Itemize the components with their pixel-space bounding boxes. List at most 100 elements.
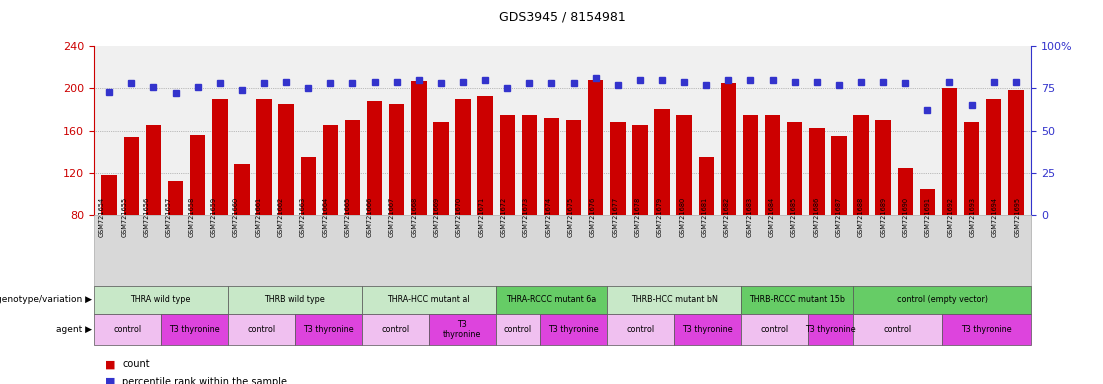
Bar <box>676 115 692 215</box>
Bar <box>234 164 249 215</box>
Bar <box>1008 91 1024 215</box>
Text: control: control <box>247 325 276 334</box>
Text: THRA wild type: THRA wild type <box>130 295 191 305</box>
Text: THRB wild type: THRB wild type <box>265 295 325 305</box>
Bar <box>101 175 117 215</box>
Bar <box>854 115 869 215</box>
Text: THRB-RCCC mutant 15b: THRB-RCCC mutant 15b <box>749 295 845 305</box>
Text: GSM721675: GSM721675 <box>568 197 574 237</box>
Bar <box>456 99 471 215</box>
Bar <box>832 136 847 215</box>
Text: GSM721662: GSM721662 <box>278 197 283 237</box>
Bar <box>964 122 979 215</box>
Text: T3 thyronine: T3 thyronine <box>805 325 856 334</box>
Text: T3
thyronine: T3 thyronine <box>443 320 481 339</box>
Text: GSM721670: GSM721670 <box>456 197 462 237</box>
Bar <box>610 122 625 215</box>
Bar <box>522 115 537 215</box>
Text: GSM721685: GSM721685 <box>791 197 796 237</box>
Text: GSM721688: GSM721688 <box>858 197 864 237</box>
Text: count: count <box>122 359 150 369</box>
Text: GSM721665: GSM721665 <box>344 197 351 237</box>
Text: GSM721695: GSM721695 <box>1014 197 1020 237</box>
Text: GSM721679: GSM721679 <box>657 197 663 237</box>
Bar <box>764 115 780 215</box>
Text: THRB-HCC mutant bN: THRB-HCC mutant bN <box>631 295 718 305</box>
Text: GSM721658: GSM721658 <box>189 197 194 237</box>
Bar <box>478 96 493 215</box>
Text: GSM721684: GSM721684 <box>769 197 774 237</box>
Text: T3 thyronine: T3 thyronine <box>683 325 732 334</box>
Text: GSM721669: GSM721669 <box>433 197 440 237</box>
Text: GSM721654: GSM721654 <box>99 197 105 237</box>
Bar <box>345 120 361 215</box>
Text: GSM721672: GSM721672 <box>501 197 506 237</box>
Text: GSM721689: GSM721689 <box>880 197 886 237</box>
Bar <box>190 135 205 215</box>
Text: GSM721664: GSM721664 <box>322 197 329 237</box>
Bar <box>810 128 825 215</box>
Text: genotype/variation ▶: genotype/variation ▶ <box>0 295 92 305</box>
Text: GSM721676: GSM721676 <box>590 197 596 237</box>
Text: THRA-RCCC mutant 6a: THRA-RCCC mutant 6a <box>506 295 597 305</box>
Bar <box>500 115 515 215</box>
Text: GSM721663: GSM721663 <box>300 197 306 237</box>
Bar <box>146 125 161 215</box>
Text: GSM721674: GSM721674 <box>545 197 552 237</box>
Text: GDS3945 / 8154981: GDS3945 / 8154981 <box>500 10 625 23</box>
Bar <box>168 181 183 215</box>
Bar <box>212 99 227 215</box>
Bar <box>256 99 271 215</box>
Bar <box>322 125 339 215</box>
Bar <box>720 83 736 215</box>
Bar <box>698 157 714 215</box>
Text: GSM721657: GSM721657 <box>165 197 172 237</box>
Text: control: control <box>114 325 141 334</box>
Text: GSM721683: GSM721683 <box>747 197 752 237</box>
Text: GSM721690: GSM721690 <box>902 197 909 237</box>
Text: T3 thyronine: T3 thyronine <box>169 325 219 334</box>
Text: GSM721694: GSM721694 <box>992 197 998 237</box>
Text: GSM721671: GSM721671 <box>479 197 484 237</box>
Bar <box>942 88 957 215</box>
Text: T3 thyronine: T3 thyronine <box>962 325 1011 334</box>
Text: GSM721678: GSM721678 <box>634 197 641 237</box>
Text: ■: ■ <box>105 377 116 384</box>
Text: GSM721686: GSM721686 <box>813 197 820 237</box>
Bar <box>300 157 315 215</box>
Text: T3 thyronine: T3 thyronine <box>548 325 599 334</box>
Bar <box>920 189 935 215</box>
Text: GSM721656: GSM721656 <box>143 197 150 237</box>
Text: GSM721666: GSM721666 <box>367 197 373 237</box>
Text: T3 thyronine: T3 thyronine <box>303 325 353 334</box>
Bar <box>566 120 581 215</box>
Text: GSM721680: GSM721680 <box>679 197 685 237</box>
Text: GSM721661: GSM721661 <box>255 197 261 237</box>
Bar <box>411 81 427 215</box>
Bar <box>544 118 559 215</box>
Bar <box>389 104 405 215</box>
Bar <box>654 109 670 215</box>
Bar <box>588 80 603 215</box>
Text: GSM721660: GSM721660 <box>233 197 239 237</box>
Bar <box>786 122 803 215</box>
Bar <box>898 167 913 215</box>
Text: control: control <box>761 325 789 334</box>
Text: control: control <box>627 325 655 334</box>
Text: control: control <box>381 325 409 334</box>
Bar <box>986 99 1002 215</box>
Text: GSM721667: GSM721667 <box>389 197 395 237</box>
Text: GSM721673: GSM721673 <box>523 197 529 237</box>
Bar <box>367 101 383 215</box>
Bar <box>876 120 891 215</box>
Text: GSM721682: GSM721682 <box>724 197 730 237</box>
Text: percentile rank within the sample: percentile rank within the sample <box>122 377 288 384</box>
Text: GSM721691: GSM721691 <box>924 197 931 237</box>
Text: GSM721655: GSM721655 <box>121 197 127 237</box>
Bar <box>632 125 647 215</box>
Text: GSM721681: GSM721681 <box>702 197 708 237</box>
Bar <box>433 122 449 215</box>
Text: GSM721677: GSM721677 <box>612 197 619 237</box>
Bar <box>742 115 758 215</box>
Bar <box>278 104 293 215</box>
